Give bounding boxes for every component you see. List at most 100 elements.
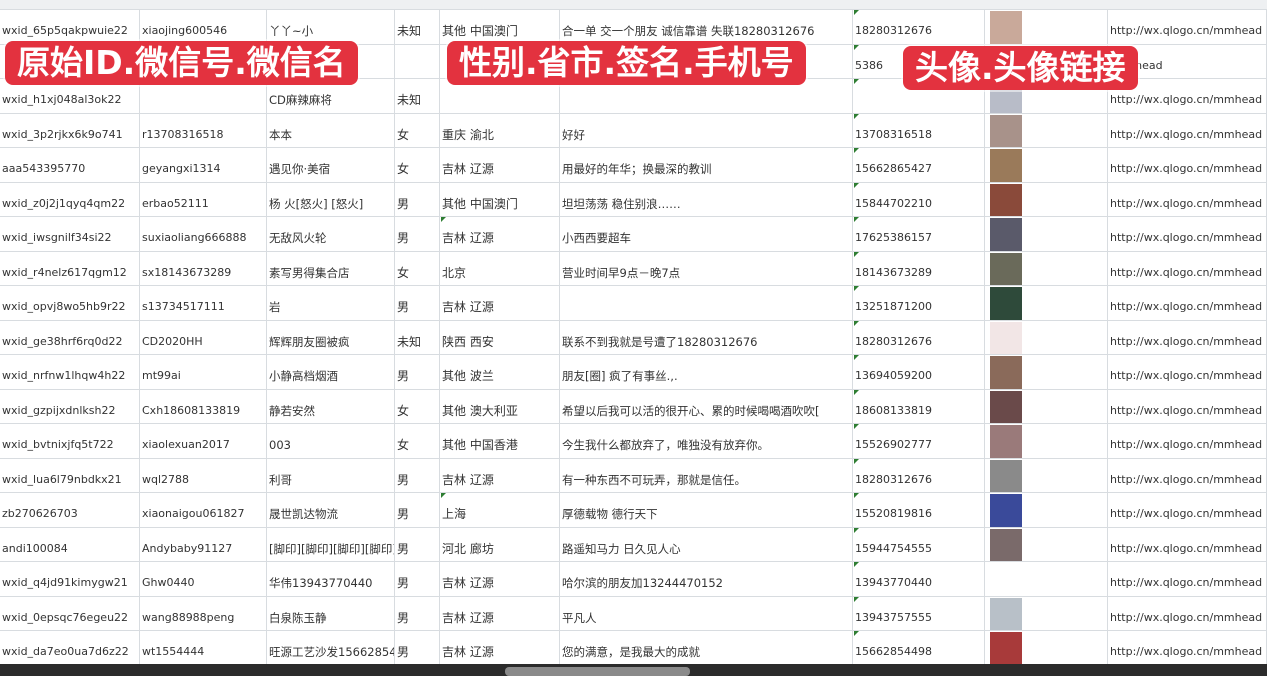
cell-gender[interactable]: 男: [395, 562, 440, 596]
cell-avatar-url[interactable]: http://wx.qlogo.cn/mmhead: [1108, 113, 1267, 147]
cell-wechat-name[interactable]: 本本: [267, 113, 395, 147]
cell-phone[interactable]: 15526902777: [853, 424, 985, 458]
cell-wechat-id[interactable]: [140, 79, 267, 113]
cell-wechat-id[interactable]: wql2788: [140, 458, 267, 492]
cell-region[interactable]: 吉林 辽源: [440, 458, 560, 492]
cell-phone[interactable]: 13943770440: [853, 562, 985, 596]
cell-gender[interactable]: 男: [395, 355, 440, 389]
cell-avatar-url[interactable]: http://wx.qlogo.cn/mmhead: [1108, 182, 1267, 216]
cell-phone[interactable]: 15944754555: [853, 527, 985, 561]
horizontal-scrollbar[interactable]: [505, 667, 690, 676]
cell-wechat-id[interactable]: xiaonaigou061827: [140, 493, 267, 527]
cell-gender[interactable]: [395, 44, 440, 78]
cell-region[interactable]: 吉林 辽源: [440, 217, 560, 251]
cell-original-id[interactable]: wxid_0epsqc76egeu22: [0, 596, 140, 630]
cell-avatar-url[interactable]: http://wx.qlogo.cn/mmhead: [1108, 527, 1267, 561]
cell-signature[interactable]: 路遥知马力 日久见人心: [560, 527, 853, 561]
cell-region[interactable]: 其他 中国澳门: [440, 10, 560, 44]
cell-gender[interactable]: 未知: [395, 320, 440, 354]
cell-original-id[interactable]: wxid_q4jd91kimygw21: [0, 562, 140, 596]
cell-avatar[interactable]: [985, 10, 1108, 44]
cell-avatar-url[interactable]: http://wx.qlogo.cn/mmhead: [1108, 10, 1267, 44]
cell-original-id[interactable]: andi100084: [0, 527, 140, 561]
cell-wechat-name[interactable]: 素写男得集合店: [267, 251, 395, 285]
cell-original-id[interactable]: wxid_gzpijxdnlksh22: [0, 389, 140, 423]
cell-signature[interactable]: 希望以后我可以活的很开心、累的时候喝喝酒吹吹[: [560, 389, 853, 423]
cell-region[interactable]: 吉林 辽源: [440, 562, 560, 596]
cell-avatar[interactable]: [985, 424, 1108, 458]
cell-wechat-id[interactable]: geyangxi1314: [140, 148, 267, 182]
cell-avatar-url[interactable]: http://wx.qlogo.cn/mmhead: [1108, 217, 1267, 251]
cell-gender[interactable]: 未知: [395, 10, 440, 44]
cell-avatar-url[interactable]: http://wx.qlogo.cn/mmhead: [1108, 424, 1267, 458]
cell-phone[interactable]: 18608133819: [853, 389, 985, 423]
cell-avatar-url[interactable]: http://wx.qlogo.cn/mmhead: [1108, 251, 1267, 285]
cell-avatar[interactable]: [985, 217, 1108, 251]
cell-wechat-name[interactable]: 华伟13943770440: [267, 562, 395, 596]
cell-wechat-id[interactable]: Ghw0440: [140, 562, 267, 596]
cell-wechat-id[interactable]: erbao52111: [140, 182, 267, 216]
cell-avatar[interactable]: [985, 631, 1108, 665]
cell-gender[interactable]: 男: [395, 527, 440, 561]
cell-phone[interactable]: 18280312676: [853, 458, 985, 492]
cell-phone[interactable]: 13251871200: [853, 286, 985, 320]
cell-original-id[interactable]: aaa543395770: [0, 148, 140, 182]
cell-region[interactable]: 其他 澳大利亚: [440, 389, 560, 423]
cell-original-id[interactable]: wxid_h1xj048al3ok22: [0, 79, 140, 113]
cell-wechat-name[interactable]: 杨 火[怒火] [怒火]: [267, 182, 395, 216]
cell-phone[interactable]: 13708316518: [853, 113, 985, 147]
cell-region[interactable]: 吉林 辽源: [440, 596, 560, 630]
cell-avatar[interactable]: [985, 493, 1108, 527]
cell-phone[interactable]: 15844702210: [853, 182, 985, 216]
cell-avatar[interactable]: [985, 320, 1108, 354]
cell-wechat-name[interactable]: 晟世凯达物流: [267, 493, 395, 527]
cell-region[interactable]: 陕西 西安: [440, 320, 560, 354]
cell-original-id[interactable]: wxid_bvtnixjfq5t722: [0, 424, 140, 458]
cell-wechat-id[interactable]: Andybaby91127: [140, 527, 267, 561]
cell-phone[interactable]: 17625386157: [853, 217, 985, 251]
cell-region[interactable]: 重庆 渝北: [440, 113, 560, 147]
cell-gender[interactable]: 女: [395, 148, 440, 182]
cell-wechat-id[interactable]: sx18143673289: [140, 251, 267, 285]
cell-avatar[interactable]: [985, 355, 1108, 389]
cell-wechat-id[interactable]: xiaojing600546: [140, 10, 267, 44]
cell-original-id[interactable]: zb270626703: [0, 493, 140, 527]
cell-gender[interactable]: 男: [395, 182, 440, 216]
cell-wechat-name[interactable]: 白泉陈玉静: [267, 596, 395, 630]
cell-signature[interactable]: 合一单 交一个朋友 诚信靠谱 失联18280312676: [560, 10, 853, 44]
cell-wechat-name[interactable]: 静若安然: [267, 389, 395, 423]
cell-gender[interactable]: 男: [395, 631, 440, 665]
cell-wechat-name[interactable]: 小静高档烟酒: [267, 355, 395, 389]
cell-gender[interactable]: 男: [395, 493, 440, 527]
cell-signature[interactable]: [560, 79, 853, 113]
cell-avatar[interactable]: [985, 286, 1108, 320]
cell-gender[interactable]: 女: [395, 251, 440, 285]
cell-avatar-url[interactable]: http://wx.qlogo.cn/mmhead: [1108, 286, 1267, 320]
cell-original-id[interactable]: wxid_ge38hrf6rq0d22: [0, 320, 140, 354]
cell-avatar-url[interactable]: http://wx.qlogo.cn/mmhead: [1108, 631, 1267, 665]
cell-region[interactable]: 上海: [440, 493, 560, 527]
cell-signature[interactable]: 好好: [560, 113, 853, 147]
cell-original-id[interactable]: wxid_65p5qakpwuie22: [0, 10, 140, 44]
cell-avatar[interactable]: [985, 458, 1108, 492]
cell-region[interactable]: 北京: [440, 251, 560, 285]
cell-original-id[interactable]: wxid_opvj8wo5hb9r22: [0, 286, 140, 320]
cell-wechat-id[interactable]: r13708316518: [140, 113, 267, 147]
cell-wechat-id[interactable]: Cxh18608133819: [140, 389, 267, 423]
cell-phone[interactable]: 18143673289: [853, 251, 985, 285]
cell-wechat-name[interactable]: [脚印][脚印][脚印][脚印]: [267, 527, 395, 561]
cell-signature[interactable]: [560, 286, 853, 320]
cell-avatar-url[interactable]: http://wx.qlogo.cn/mmhead: [1108, 493, 1267, 527]
cell-wechat-id[interactable]: mt99ai: [140, 355, 267, 389]
cell-avatar[interactable]: [985, 527, 1108, 561]
cell-phone[interactable]: 18280312676: [853, 320, 985, 354]
cell-phone[interactable]: 13943757555: [853, 596, 985, 630]
cell-wechat-id[interactable]: CD2020HH: [140, 320, 267, 354]
cell-wechat-id[interactable]: xiaolexuan2017: [140, 424, 267, 458]
cell-avatar-url[interactable]: http://wx.qlogo.cn/mmhead: [1108, 596, 1267, 630]
cell-avatar-url[interactable]: http://wx.qlogo.cn/mmhead: [1108, 148, 1267, 182]
cell-signature[interactable]: 有一种东西不可玩弄，那就是信任。: [560, 458, 853, 492]
cell-signature[interactable]: 厚德载物 德行天下: [560, 493, 853, 527]
cell-avatar[interactable]: [985, 113, 1108, 147]
cell-wechat-name[interactable]: 遇见你·美宿: [267, 148, 395, 182]
